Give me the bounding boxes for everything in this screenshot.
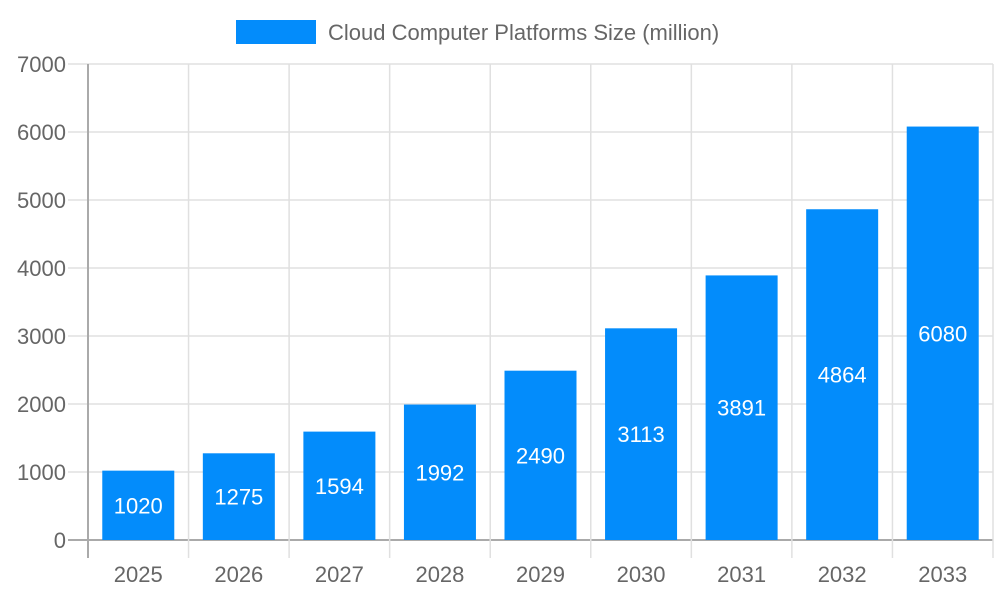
legend-swatch[interactable] bbox=[236, 20, 316, 44]
legend[interactable]: Cloud Computer Platforms Size (million) bbox=[236, 20, 719, 45]
x-tick-label: 2032 bbox=[818, 562, 867, 587]
y-tick-label: 6000 bbox=[17, 120, 66, 145]
y-tick-label: 7000 bbox=[17, 52, 66, 77]
x-tick-label: 2030 bbox=[617, 562, 666, 587]
bar-2030 bbox=[605, 328, 678, 540]
data-label: 6080 bbox=[918, 321, 967, 346]
data-label: 1275 bbox=[214, 485, 263, 510]
y-tick-label: 1000 bbox=[17, 460, 66, 485]
x-tick-label: 2031 bbox=[717, 562, 766, 587]
bar-2028 bbox=[403, 404, 476, 540]
y-tick-label: 3000 bbox=[17, 324, 66, 349]
y-tick-label: 0 bbox=[54, 528, 66, 553]
y-tick-label: 4000 bbox=[17, 256, 66, 281]
x-tick-label: 2029 bbox=[516, 562, 565, 587]
data-label: 3891 bbox=[717, 396, 766, 421]
bar-2033 bbox=[906, 126, 979, 540]
bar-2026 bbox=[202, 453, 275, 540]
y-tick-label: 2000 bbox=[17, 392, 66, 417]
bar-2031 bbox=[705, 275, 778, 540]
x-tick-label: 2027 bbox=[315, 562, 364, 587]
x-tick-label: 2025 bbox=[114, 562, 163, 587]
data-label: 4864 bbox=[818, 363, 867, 388]
x-tick-label: 2028 bbox=[415, 562, 464, 587]
grid bbox=[68, 63, 994, 558]
y-tick-label: 5000 bbox=[17, 188, 66, 213]
bars: 1020 1275 1594 1992 2490 3113 3891 4864 6080 bbox=[102, 126, 979, 541]
x-tick-label: 2033 bbox=[918, 562, 967, 587]
bar-2025 bbox=[102, 470, 175, 540]
data-label: 1594 bbox=[315, 474, 364, 499]
data-label: 1020 bbox=[114, 493, 163, 518]
bar-2027 bbox=[303, 431, 376, 540]
x-tick-label: 2026 bbox=[214, 562, 263, 587]
bar-2029 bbox=[504, 370, 577, 540]
bar-2032 bbox=[806, 209, 879, 541]
legend-label[interactable]: Cloud Computer Platforms Size (million) bbox=[328, 20, 719, 45]
data-label: 1992 bbox=[415, 460, 464, 485]
data-label: 3113 bbox=[617, 422, 664, 447]
data-label: 2490 bbox=[516, 443, 565, 468]
axes: 0 1000 2000 3000 4000 5000 6000 7000 2025 2026 202… bbox=[17, 52, 967, 587]
